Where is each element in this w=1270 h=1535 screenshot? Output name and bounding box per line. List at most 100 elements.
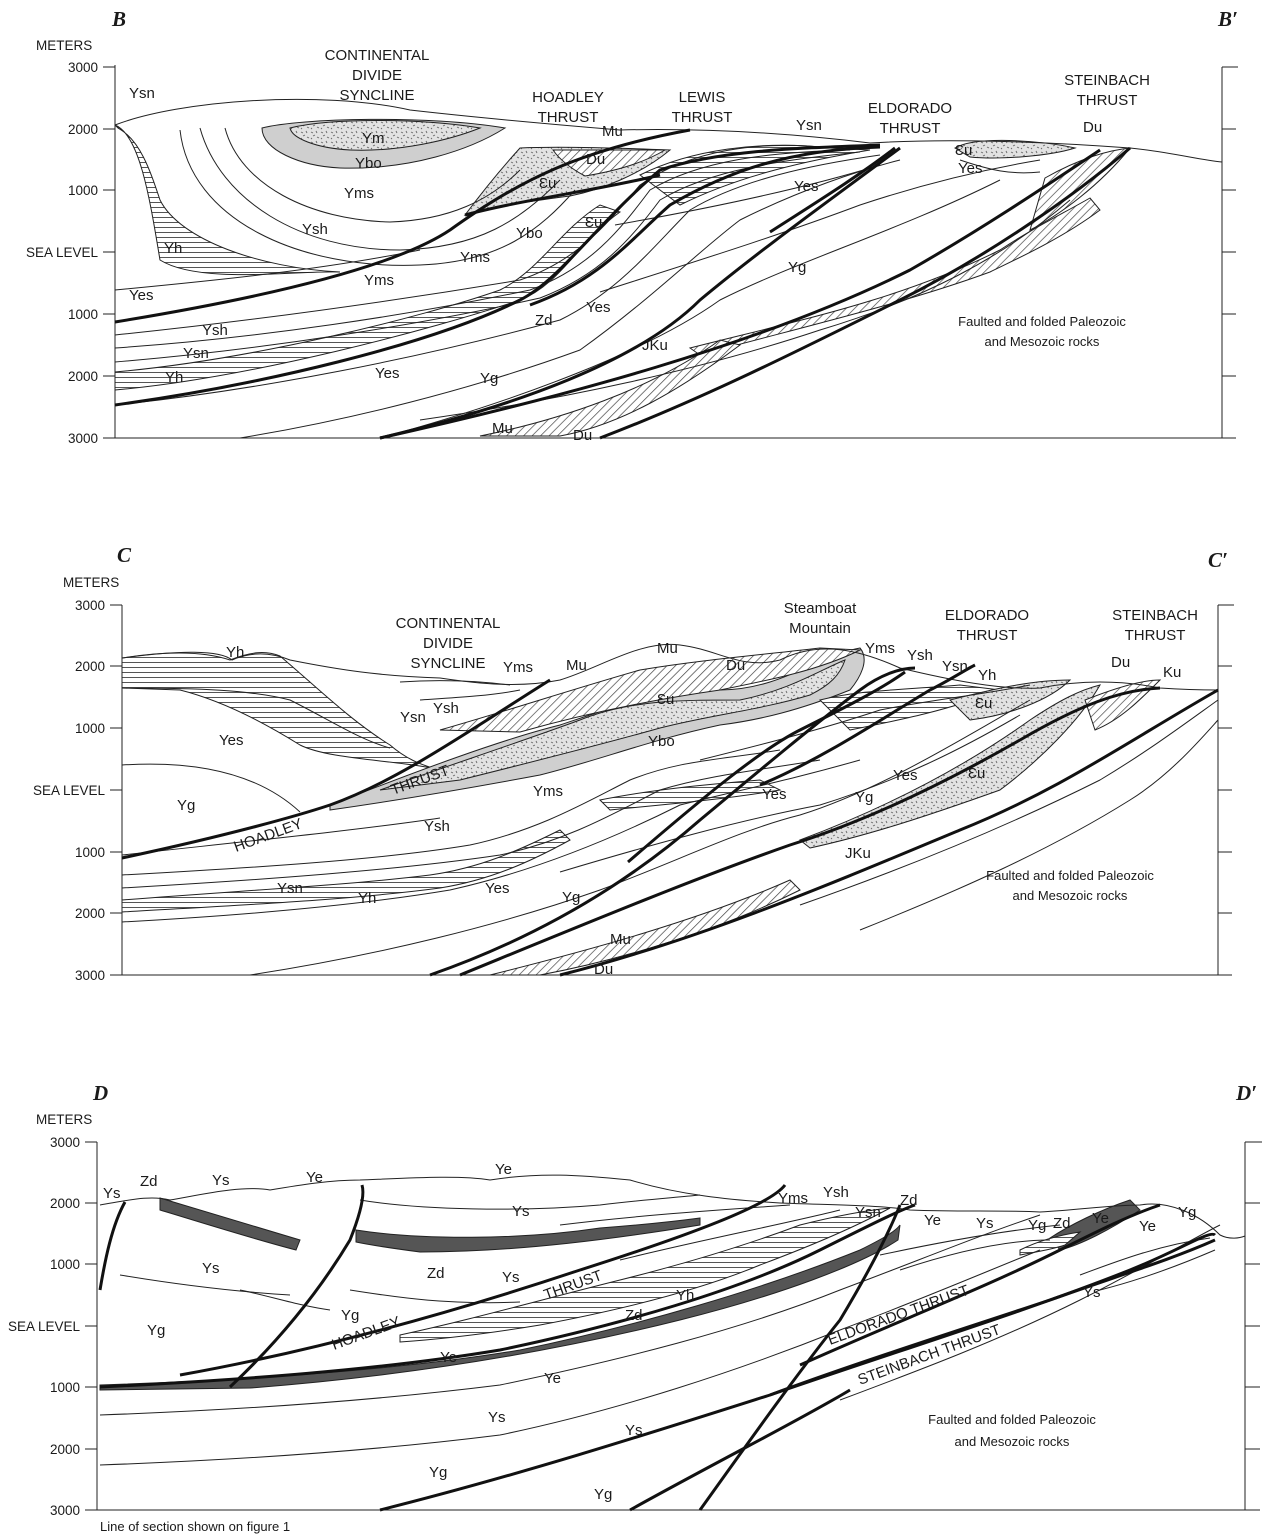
svg-text:Du: Du bbox=[594, 961, 613, 978]
svg-text:THRUST: THRUST bbox=[672, 109, 733, 126]
svg-text:3000: 3000 bbox=[50, 1503, 80, 1518]
svg-text:JKu: JKu bbox=[642, 337, 668, 354]
svg-text:Zd: Zd bbox=[427, 1265, 445, 1282]
svg-text:Zd: Zd bbox=[140, 1173, 158, 1190]
svg-text:STEINBACH: STEINBACH bbox=[1112, 607, 1198, 624]
svg-text:Yg: Yg bbox=[855, 789, 873, 806]
svg-text:Yms: Yms bbox=[503, 659, 533, 676]
section-c-note: Faulted and folded Paleozoic bbox=[986, 868, 1154, 883]
svg-text:METERS: METERS bbox=[63, 575, 119, 590]
svg-text:Yh: Yh bbox=[165, 369, 183, 386]
section-b-note: Faulted and folded Paleozoic bbox=[958, 314, 1126, 329]
svg-text:CONTINENTAL: CONTINENTAL bbox=[396, 615, 501, 632]
svg-text:Ɛu: Ɛu bbox=[975, 695, 992, 712]
section-d-right-label: D′ bbox=[1235, 1081, 1257, 1105]
svg-text:THRUST: THRUST bbox=[957, 627, 1018, 644]
svg-text:Zd: Zd bbox=[900, 1192, 918, 1209]
svg-text:Yh: Yh bbox=[226, 644, 244, 661]
axis-meters-label: METERS bbox=[36, 38, 92, 53]
svg-text:Yes: Yes bbox=[219, 732, 243, 749]
svg-text:Ye: Ye bbox=[306, 1169, 323, 1186]
svg-text:2000: 2000 bbox=[68, 122, 98, 137]
svg-text:Yes: Yes bbox=[485, 880, 509, 897]
svg-text:Ɛu: Ɛu bbox=[585, 214, 602, 231]
svg-text:Ɛu: Ɛu bbox=[539, 175, 556, 192]
svg-text:Ysn: Ysn bbox=[796, 117, 822, 134]
svg-text:ELDORADO: ELDORADO bbox=[868, 100, 952, 117]
svg-text:Ye: Ye bbox=[1092, 1210, 1109, 1227]
svg-text:Zd: Zd bbox=[535, 312, 553, 329]
section-d-note: Faulted and folded Paleozoic bbox=[928, 1412, 1096, 1427]
svg-text:Yms: Yms bbox=[865, 640, 895, 657]
svg-text:Yg: Yg bbox=[429, 1464, 447, 1481]
svg-text:Yms: Yms bbox=[460, 249, 490, 266]
svg-text:Yes: Yes bbox=[586, 299, 610, 316]
svg-text:Yes: Yes bbox=[129, 287, 153, 304]
svg-text:Ye: Ye bbox=[544, 1370, 561, 1387]
section-d-axis: METERS 3000 2000 1000 SEA LEVEL 1000 200… bbox=[8, 1112, 1262, 1518]
svg-text:STEINBACH: STEINBACH bbox=[1064, 72, 1150, 89]
svg-text:Du: Du bbox=[726, 657, 745, 674]
svg-text:2000: 2000 bbox=[75, 659, 105, 674]
svg-text:Ysh: Ysh bbox=[424, 818, 450, 835]
svg-text:SYNCLINE: SYNCLINE bbox=[410, 655, 485, 672]
svg-text:Ku: Ku bbox=[1163, 664, 1181, 681]
section-c-right-label: C′ bbox=[1208, 548, 1228, 572]
svg-text:CONTINENTAL: CONTINENTAL bbox=[325, 47, 430, 64]
svg-text:Ysn: Ysn bbox=[129, 85, 155, 102]
svg-text:Steamboat: Steamboat bbox=[784, 600, 857, 617]
svg-text:Ye: Ye bbox=[495, 1161, 512, 1178]
svg-text:Ysh: Ysh bbox=[202, 322, 228, 339]
footer-note: Line of section shown on figure 1 bbox=[100, 1519, 290, 1534]
svg-text:Ys: Ys bbox=[488, 1409, 506, 1426]
section-b-unit-labels: Ysn Ym Ybo Yms Ysh Yh Yes Mu Du Ɛu Ɛu Yb… bbox=[129, 85, 1102, 444]
svg-text:2000: 2000 bbox=[68, 369, 98, 384]
svg-text:Ysh: Ysh bbox=[907, 647, 933, 664]
svg-text:Yms: Yms bbox=[778, 1190, 808, 1207]
svg-text:Yh: Yh bbox=[676, 1287, 694, 1304]
svg-text:3000: 3000 bbox=[75, 968, 105, 983]
section-b-left-label: B bbox=[111, 7, 126, 31]
svg-text:Yes: Yes bbox=[893, 767, 917, 784]
section-b-axis: METERS 3000 2000 1000 SEA LEVEL 1000 200… bbox=[26, 38, 1238, 446]
svg-text:Ɛu: Ɛu bbox=[657, 691, 674, 708]
svg-text:3000: 3000 bbox=[50, 1135, 80, 1150]
svg-text:Ybo: Ybo bbox=[516, 225, 543, 242]
svg-text:Ysn: Ysn bbox=[400, 709, 426, 726]
svg-text:HOADLEY: HOADLEY bbox=[532, 89, 604, 106]
svg-text:Yh: Yh bbox=[358, 890, 376, 907]
svg-text:Ym: Ym bbox=[362, 130, 385, 147]
svg-text:Yms: Yms bbox=[364, 272, 394, 289]
section-b-right-label: B′ bbox=[1217, 7, 1238, 31]
svg-text:THRUST: THRUST bbox=[880, 120, 941, 137]
svg-text:Mu: Mu bbox=[492, 420, 513, 437]
section-b: B B′ METERS 3000 2000 1000 SEA LEVEL 100… bbox=[26, 7, 1238, 446]
svg-text:1000: 1000 bbox=[68, 307, 98, 322]
svg-text:Yg: Yg bbox=[177, 797, 195, 814]
svg-text:JKu: JKu bbox=[845, 845, 871, 862]
svg-text:1000: 1000 bbox=[68, 183, 98, 198]
svg-text:2000: 2000 bbox=[75, 906, 105, 921]
svg-text:and Mesozoic rocks: and Mesozoic rocks bbox=[955, 1434, 1070, 1449]
svg-text:Ys: Ys bbox=[1083, 1284, 1101, 1301]
svg-text:1000: 1000 bbox=[50, 1380, 80, 1395]
svg-text:Mu: Mu bbox=[610, 931, 631, 948]
section-c: C C′ METERS 3000 2000 1000 SEA LEVEL 100… bbox=[33, 543, 1234, 983]
section-c-left-label: C bbox=[117, 543, 132, 567]
svg-text:Ybo: Ybo bbox=[648, 733, 675, 750]
svg-text:Yg: Yg bbox=[1028, 1217, 1046, 1234]
section-d: D D′ METERS 3000 2000 1000 SEA LEVEL 100… bbox=[8, 1081, 1262, 1534]
sea-level-label: SEA LEVEL bbox=[26, 245, 99, 260]
svg-text:Ye: Ye bbox=[924, 1212, 941, 1229]
svg-text:1000: 1000 bbox=[50, 1257, 80, 1272]
svg-text:Du: Du bbox=[1083, 119, 1102, 136]
section-d-left-label: D bbox=[92, 1081, 108, 1105]
svg-text:Ye: Ye bbox=[1139, 1218, 1156, 1235]
svg-text:Ysn: Ysn bbox=[183, 345, 209, 362]
svg-text:Ys: Ys bbox=[625, 1422, 643, 1439]
svg-text:Ysh: Ysh bbox=[302, 221, 328, 238]
svg-text:2000: 2000 bbox=[50, 1196, 80, 1211]
svg-text:Ybo: Ybo bbox=[355, 155, 382, 172]
svg-text:Yg: Yg bbox=[788, 259, 806, 276]
svg-text:Yg: Yg bbox=[594, 1486, 612, 1503]
